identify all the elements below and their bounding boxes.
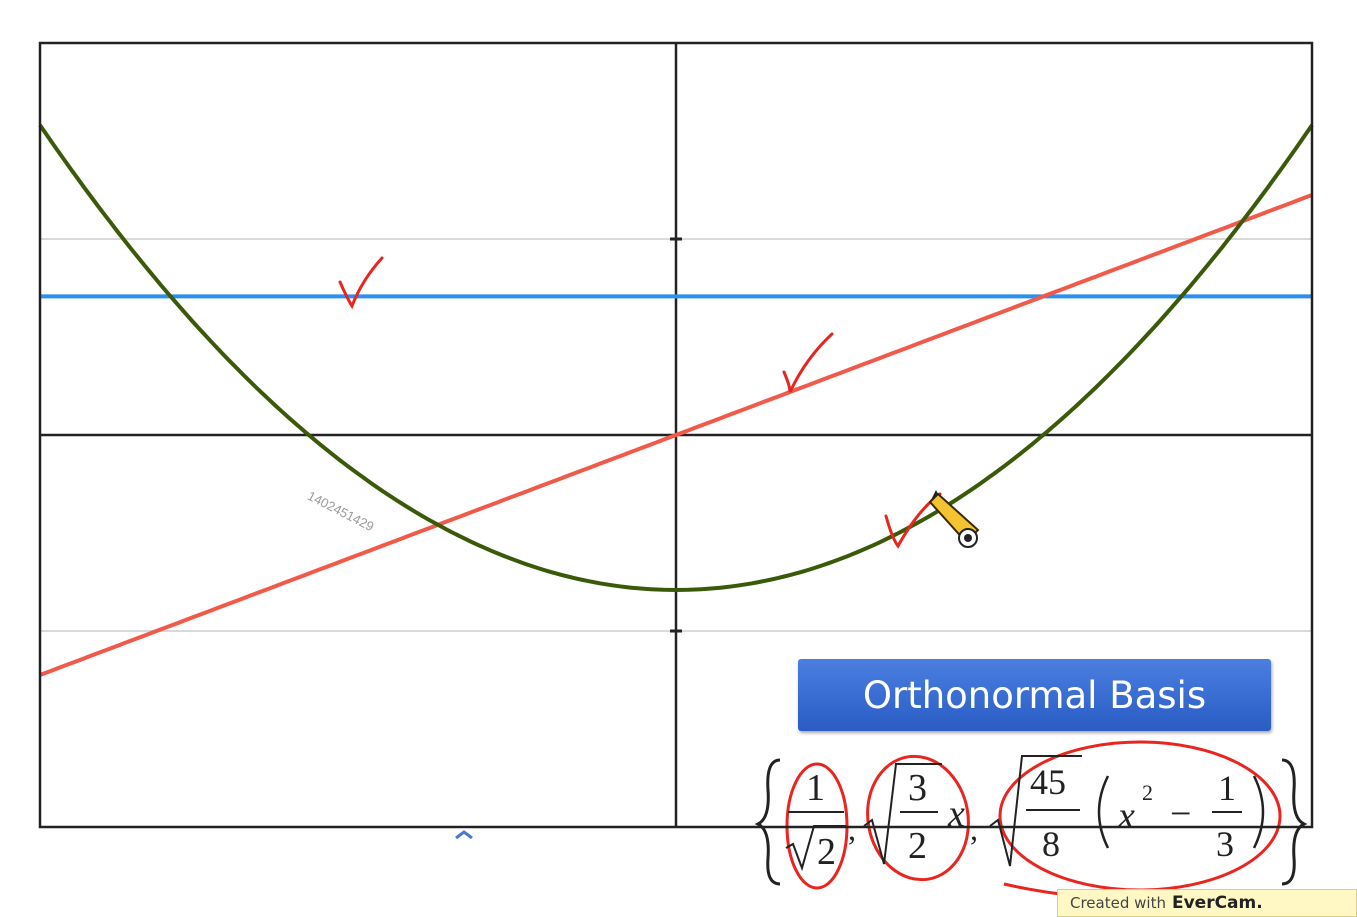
right-brace [1281,758,1308,886]
series-line-quadratic [38,123,1314,593]
formula-third-numerator: 1 [1218,768,1236,808]
right-paren [1252,775,1265,849]
formula-forty-five: 45 [1030,762,1066,802]
formula-x: x [947,793,965,835]
footer-brand: EverCam. [1171,893,1263,913]
formula-exponent: 2 [1142,780,1153,805]
formula-comma-1: , [848,811,856,847]
checkmark-3 [884,492,942,549]
series-group [38,123,1314,677]
cursor-mark-icon [455,830,473,840]
formula-minus: − [1170,793,1191,835]
left-paren [1097,775,1110,849]
pencil-cursor-icon [928,490,980,548]
series-line-linear [39,193,1313,677]
formula-one: 1 [806,767,825,809]
circle-tail [1003,882,1061,896]
formula-three: 3 [908,767,927,809]
left-brace [754,758,781,886]
sqrt-sign-1 [785,825,846,872]
plot-frame [38,41,1314,829]
sqrt-sign-3 [989,755,1082,867]
formula-third-denominator: 3 [1216,824,1234,864]
sqrt-sign-2 [863,763,942,865]
formula-sqrt-two: 2 [817,831,836,873]
evercam-footer: Created with EverCam. [1057,889,1357,917]
orthonormal-basis-banner: Orthonormal Basis [798,659,1271,731]
formula-comma-2: , [970,811,978,847]
formula-x-squared: x [1117,795,1135,837]
checkmark-1 [338,256,384,310]
basis-formula: 1 2 , 3 2 x , 45 8 x 2 − 1 3 [754,755,1308,886]
footer-prefix: Created with [1070,894,1166,912]
checkmark-2 [782,332,834,393]
formula-eight: 8 [1042,824,1060,864]
formula-two: 2 [908,825,927,867]
